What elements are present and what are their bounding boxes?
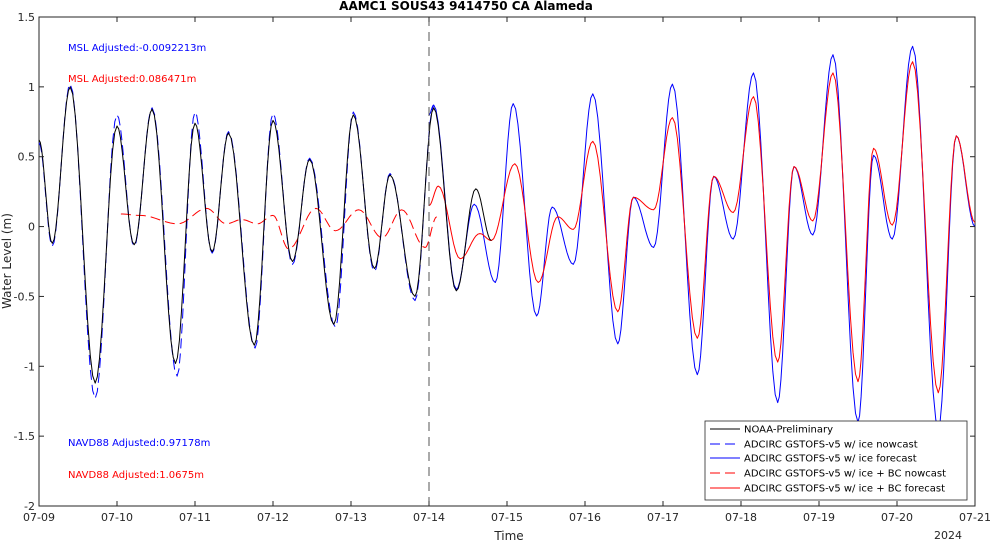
navd88-adjusted-blue-annotation: NAVD88 Adjusted:0.97178m <box>68 438 210 449</box>
series-layer <box>38 45 976 430</box>
year-label: 2024 <box>934 529 962 541</box>
chart-title: AAMC1 SOUS43 9414750 CA Alameda <box>339 0 593 13</box>
x-tick-label: 07-17 <box>647 511 679 524</box>
legend-entry-ice-forecast: ADCIRC GSTOFS-v5 w/ ice forecast <box>710 454 917 465</box>
series-noaa-preliminary <box>38 86 492 384</box>
ticks-layer: 07-09 07-10 07-11 07-12 07-13 07-14 07-15 07-16… <box>14 11 991 524</box>
x-tick-label: 07-10 <box>101 511 133 524</box>
x-tick-label: 07-12 <box>257 511 289 524</box>
y-tick-label: -2 <box>24 500 35 513</box>
x-tick-label: 07-09 <box>23 511 55 524</box>
x-tick-label: 07-14 <box>413 511 445 524</box>
navd88-adjusted-red-annotation: NAVD88 Adjusted:1.0675m <box>68 470 204 481</box>
legend-label: ADCIRC GSTOFS-v5 w/ ice nowcast <box>744 440 918 451</box>
y-tick-label: -1.5 <box>14 430 35 443</box>
x-tick-label: 07-20 <box>881 511 913 524</box>
y-tick-label: 1 <box>28 81 35 94</box>
x-tick-label: 07-19 <box>803 511 835 524</box>
legend-entry-ice-nowcast: ADCIRC GSTOFS-v5 w/ ice nowcast <box>710 440 918 451</box>
series-ice-forecast <box>428 45 976 430</box>
series-ice-bc-nowcast <box>120 207 438 250</box>
x-tick-label: 07-15 <box>491 511 523 524</box>
legend-entry-noaa-preliminary: NOAA-Preliminary <box>710 425 833 436</box>
y-tick-label: 0 <box>28 221 35 234</box>
legend-entry-ice-bc-forecast: ADCIRC GSTOFS-v5 w/ ice + BC forecast <box>710 484 945 495</box>
y-axis-label: Water Level (m) <box>0 213 14 309</box>
y-tick-label: 0.5 <box>18 151 36 164</box>
msl-adjusted-blue-annotation: MSL Adjusted:-0.0092213m <box>68 43 206 54</box>
legend-entry-ice-bc-nowcast: ADCIRC GSTOFS-v5 w/ ice + BC nowcast <box>710 469 946 480</box>
y-tick-label: -1 <box>24 360 35 373</box>
x-tick-label: 07-16 <box>569 511 601 524</box>
legend-label: ADCIRC GSTOFS-v5 w/ ice + BC nowcast <box>744 469 946 480</box>
x-axis-label: Time <box>493 529 523 541</box>
x-tick-label: 07-11 <box>179 511 211 524</box>
legend-label: ADCIRC GSTOFS-v5 w/ ice forecast <box>744 454 917 465</box>
legend-label: NOAA-Preliminary <box>744 425 833 436</box>
y-tick-label: -0.5 <box>14 290 35 303</box>
legend: NOAA-Preliminary ADCIRC GSTOFS-v5 w/ ice… <box>704 420 968 501</box>
series-ice-bc-forecast <box>428 61 976 394</box>
x-tick-label: 07-21 <box>959 511 991 524</box>
msl-adjusted-red-annotation: MSL Adjusted:0.086471m <box>68 74 196 85</box>
x-tick-label: 07-18 <box>725 511 757 524</box>
x-tick-label: 07-13 <box>335 511 367 524</box>
y-tick-label: 1.5 <box>18 11 36 24</box>
legend-label: ADCIRC GSTOFS-v5 w/ ice + BC forecast <box>744 484 945 495</box>
legend-box <box>704 420 968 501</box>
